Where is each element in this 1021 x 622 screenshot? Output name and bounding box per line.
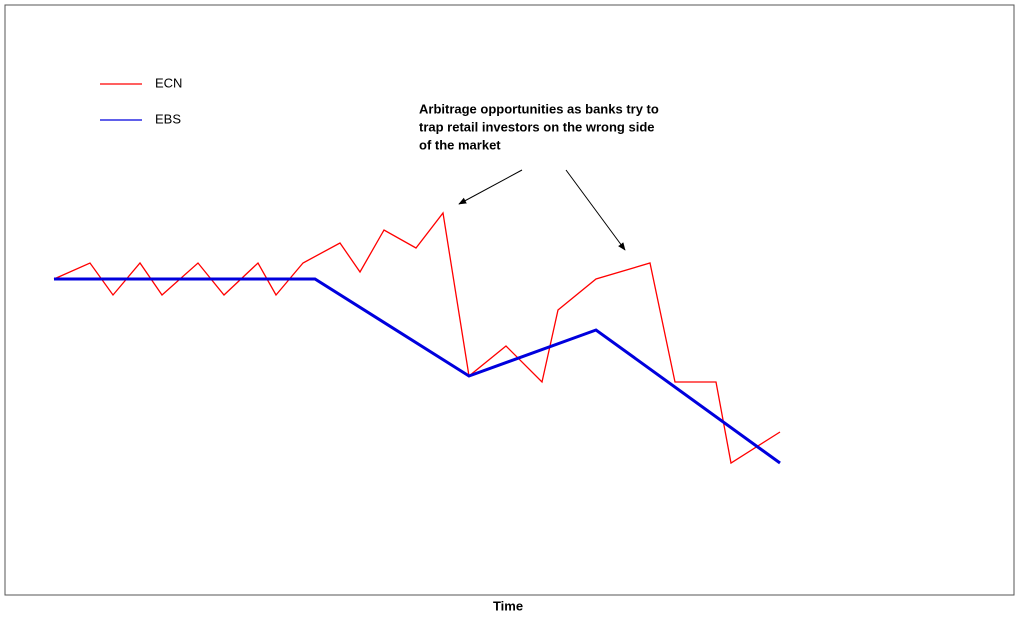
series-line: [54, 277, 781, 465]
series-line: [53, 211, 781, 465]
annotation-text: of the market: [419, 137, 501, 152]
x-axis-label: Time: [493, 598, 523, 613]
annotation-arrow: [565, 169, 626, 251]
plot-frame: [4, 4, 1015, 596]
legend-label: ECN: [155, 75, 182, 90]
annotation-text: trap retail investors on the wrong side: [419, 119, 655, 134]
annotation-arrow: [458, 169, 523, 205]
legend-label: EBS: [155, 111, 181, 126]
annotation-text: Arbitrage opportunities as banks try to: [419, 101, 659, 116]
